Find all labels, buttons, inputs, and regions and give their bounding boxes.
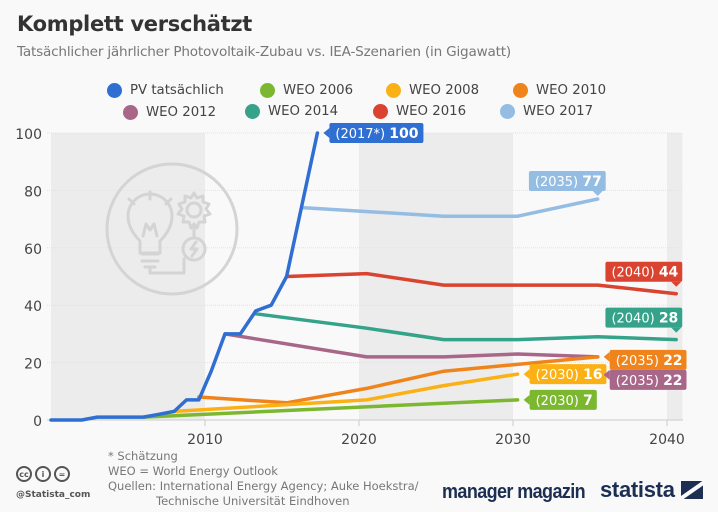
x-tick-label: 2030 xyxy=(495,432,531,448)
series-line-weo-2017 xyxy=(300,197,600,218)
end-label-value: 22 xyxy=(663,353,682,369)
end-label-text: (2040) 28 xyxy=(611,311,678,327)
legend-dot-icon xyxy=(513,83,528,98)
series-line-pv-tats-chlich xyxy=(49,131,320,422)
y-tick-label: 100 xyxy=(15,127,42,143)
end-label-prefix: (2030) xyxy=(536,368,583,383)
legend-label: PV tatsächlich xyxy=(130,83,224,98)
source-line-2: Technische Universität Eindhoven xyxy=(156,494,350,508)
legend-label: WEO 2016 xyxy=(396,104,467,119)
y-tick-label: 20 xyxy=(24,357,42,373)
footnote-abbreviation: WEO = World Energy Outlook xyxy=(108,464,278,478)
series-line-weo-2012 xyxy=(223,332,600,359)
legend-item: WEO 2010 xyxy=(513,83,606,98)
legend-dot-icon xyxy=(245,104,260,119)
end-label-text: (2040) 44 xyxy=(611,265,678,281)
chart-title: Komplett verschätzt xyxy=(17,12,253,36)
legend-dot-icon xyxy=(373,104,388,119)
end-label-value: 28 xyxy=(659,311,678,327)
end-label-text: (2035) 22 xyxy=(616,353,683,369)
attribution-icon: i xyxy=(35,466,51,482)
legend-label: WEO 2006 xyxy=(283,83,354,98)
legend-label: WEO 2008 xyxy=(409,83,480,98)
end-label-prefix: (2040) xyxy=(611,266,658,281)
legend-item: WEO 2016 xyxy=(373,104,466,119)
x-tick-label: 2020 xyxy=(341,432,377,448)
legend-label: WEO 2017 xyxy=(523,104,594,119)
end-label-value: 22 xyxy=(663,373,682,389)
series-line-weo-2016 xyxy=(284,271,678,296)
series-line-weo-2010 xyxy=(197,355,600,405)
end-label-text: (2030) 7 xyxy=(536,393,593,409)
end-label-prefix: (2040) xyxy=(611,312,658,327)
manager-magazin-logo[interactable]: manager magazin xyxy=(442,479,586,503)
legend-item: WEO 2012 xyxy=(123,105,216,120)
legend-item: WEO 2014 xyxy=(245,104,338,119)
y-tick-label: 80 xyxy=(24,184,42,200)
legend-label: WEO 2010 xyxy=(536,83,607,98)
end-label-value: 16 xyxy=(583,367,602,383)
legend-dot-icon xyxy=(500,104,515,119)
end-label-value: 100 xyxy=(389,126,418,142)
cc-icon: cc xyxy=(16,466,32,482)
end-label-text: (2030) 16 xyxy=(536,367,603,383)
end-label-prefix: (2030) xyxy=(536,394,583,409)
legend-label: WEO 2014 xyxy=(268,104,339,119)
legend-dot-icon xyxy=(123,105,138,120)
legend-item: PV tatsächlich xyxy=(107,83,224,98)
y-tick-label: 40 xyxy=(24,299,42,315)
series-line-weo-2008 xyxy=(172,372,520,414)
end-label-prefix: (2035) xyxy=(535,175,582,190)
chart-subtitle: Tatsächlicher jährlicher Photovoltaik-Zu… xyxy=(17,44,512,60)
end-label-prefix: (2035) xyxy=(616,374,663,389)
footer-notes: * Schätzung WEO = World Energy Outlook Q… xyxy=(108,449,419,509)
end-label-prefix: (2017*) xyxy=(335,127,389,142)
x-tick-label: 2040 xyxy=(649,432,685,448)
end-label: (2035) 77 xyxy=(528,171,606,197)
no-derivatives-icon: = xyxy=(54,466,70,482)
legend-dot-icon xyxy=(386,83,401,98)
end-label-text: (2017*) 100 xyxy=(335,126,418,142)
source-line-1: Quellen: International Energy Agency; Au… xyxy=(108,479,419,493)
statista-handle[interactable]: @Statista_com xyxy=(16,490,91,500)
lightbulb-gear-icon xyxy=(105,162,239,296)
statista-mark-icon xyxy=(680,481,703,499)
y-tick-label: 60 xyxy=(24,242,42,258)
series-line-weo-2014 xyxy=(254,312,678,342)
end-label: (2030) 16 xyxy=(523,364,607,385)
end-label: (2017*) 100 xyxy=(323,123,424,143)
footnote-estimate: * Schätzung xyxy=(108,449,178,463)
end-label-text: (2035) 22 xyxy=(616,373,683,389)
series-line-weo-2006 xyxy=(141,398,520,419)
end-label: (2035) 22 xyxy=(603,369,687,390)
end-label: (2035) 22 xyxy=(603,349,687,370)
legend-item: WEO 2006 xyxy=(260,83,353,98)
end-label: (2040) 44 xyxy=(605,261,683,287)
end-label-value: 7 xyxy=(583,393,593,409)
legend-dot-icon xyxy=(107,83,122,98)
legend-dot-icon xyxy=(260,83,275,98)
end-label-value: 77 xyxy=(582,174,601,190)
end-label-value: 44 xyxy=(659,265,679,281)
statista-logo[interactable]: statista xyxy=(600,477,703,503)
creative-commons-icons: cc i = xyxy=(16,466,70,482)
legend-label: WEO 2012 xyxy=(146,105,217,120)
legend-item: WEO 2017 xyxy=(500,104,593,119)
legend-item: WEO 2008 xyxy=(386,83,479,98)
x-tick-label: 2010 xyxy=(187,432,223,448)
end-label-prefix: (2035) xyxy=(616,354,663,369)
end-label: (2040) 28 xyxy=(605,307,683,333)
end-label: (2030) 7 xyxy=(523,389,597,410)
statista-logo-text: statista xyxy=(600,477,675,502)
end-label-text: (2035) 77 xyxy=(535,174,602,190)
y-tick-label: 0 xyxy=(33,414,42,430)
